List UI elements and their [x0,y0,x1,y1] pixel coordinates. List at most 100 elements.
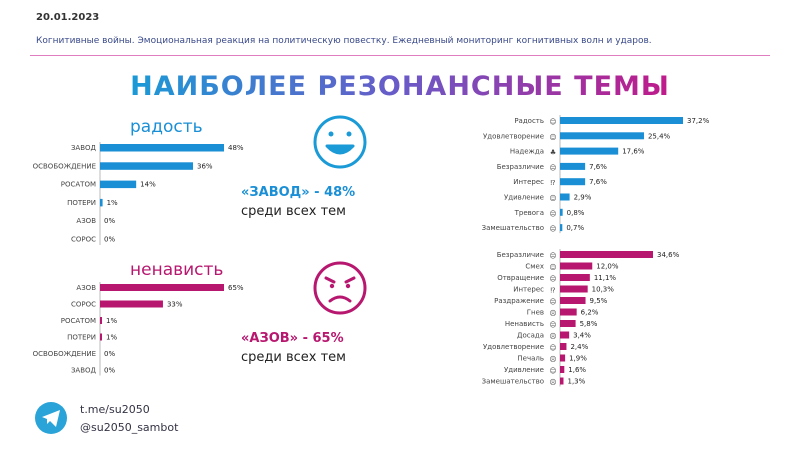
bar [560,178,586,186]
category-label: Раздражение [494,297,544,305]
value-label: 2,4% [570,343,588,351]
emotion-icon: ⁉ [550,179,555,187]
value-label: 0% [104,236,115,244]
emotion-icon: ☹ [549,210,556,218]
footer-bot-link[interactable]: @su2050_sambot [80,421,179,434]
bar-chart-2: АЗОВ 65% СОРОС 33% РОСАТОМ 1% ПОТЕРИ 1% ОСВОБОЖД… [33,282,244,376]
bar [100,317,102,324]
footer-channel-link[interactable]: t.me/su2050 [80,403,150,416]
bar-chart-3: Радость ☺ 37,2% Удовлетворение ☺ 25,4% Надежда… [482,115,710,234]
emotion-icon: ☹ [549,275,556,283]
category-label: Замешательство [482,224,544,232]
joy-stat: «ЗАВОД» - 48% среди всех тем [241,183,355,221]
category-label: СОРОС [71,236,96,244]
category-label: Интерес [513,178,544,186]
bar [560,343,567,350]
value-label: 1% [107,199,118,207]
joy-section-title: радость [130,117,203,137]
category-label: АЗОВ [76,217,96,225]
emotion-icon: ☹ [549,333,556,341]
value-label: 17,6% [622,148,645,156]
category-label: ПОТЕРИ [67,334,96,342]
category-label: Удивление [504,194,544,202]
emotion-icon: ☺ [549,195,556,203]
emotion-icon: ☹ [549,321,556,329]
bar-charts: ЗАВОД 48% ОСВОБОЖДЕНИЕ 36% РОСАТОМ 14% ПОТЕРИ 1… [33,115,710,387]
value-label: 0% [104,367,115,375]
value-label: 12,0% [596,263,619,271]
category-label: Интерес [513,286,544,294]
joy-stat-value: «ЗАВОД» - 48% [241,185,356,200]
emotion-icon: ☹ [549,310,556,318]
bar-chart-4: Безразличие ☹ 34,6% Смех ☺ 12,0% Отвращение ☹ 11… [482,249,680,387]
value-label: 65% [228,284,244,292]
emotion-icon: ☺ [549,133,556,141]
value-label: 1,9% [569,355,587,363]
category-label: СОРОС [71,301,96,309]
category-label: ЗАВОД [71,367,97,375]
bar [560,285,588,293]
category-label: Безразличие [497,251,544,259]
emotion-icon: ☺ [549,344,556,352]
emotion-icon: ♣ [550,149,556,157]
emotion-icon: ☺ [549,264,556,272]
bar [560,117,683,124]
emotion-icon: ☺ [549,367,556,375]
angry-face-icon [313,261,367,315]
category-label: Удовлетворение [483,132,544,140]
category-label: Безразличие [497,163,544,171]
value-label: 0% [104,217,115,225]
category-label: ОСВОБОЖДЕНИЕ [33,162,96,170]
header-divider [30,55,770,56]
telegram-icon [35,402,67,434]
bar [560,224,563,232]
value-label: 1% [106,317,117,325]
emotion-icon: ☹ [549,225,556,233]
value-label: 37,2% [687,117,710,125]
value-label: 0,7% [566,224,584,232]
report-subtitle: Когнитивные войны. Эмоциональная реакция… [36,36,652,46]
bar [560,377,564,385]
value-label: 14% [140,181,156,189]
category-label: РОСАТОМ [61,181,96,189]
value-label: 36% [197,162,213,170]
category-label: Замешательство [482,378,544,386]
emotion-icon: ☹ [549,164,556,172]
value-label: 1% [106,334,117,342]
value-label: 0,8% [567,209,585,217]
value-label: 7,6% [589,163,607,171]
value-label: 2,9% [574,194,592,202]
bar [100,333,102,341]
value-label: 9,5% [590,297,608,305]
category-label: ЗАВОД [71,144,97,152]
value-label: 6,2% [581,309,599,317]
value-label: 0% [104,350,115,358]
value-label: 34,6% [657,251,680,259]
value-label: 10,3% [592,286,615,294]
bar [100,300,163,308]
category-label: Смех [525,263,544,271]
emotion-icon: ☹ [549,252,556,260]
category-label: Досада [517,332,544,340]
bar-chart-1: ЗАВОД 48% ОСВОБОЖДЕНИЕ 36% РОСАТОМ 14% ПОТЕРИ 1… [33,142,244,245]
value-label: 5,8% [580,320,598,328]
emotion-icon: ☹ [549,356,556,364]
hate-section-title: ненависть [130,260,223,280]
bar [560,262,593,270]
bar [560,297,586,304]
bar [560,366,565,373]
category-label: ОСВОБОЖДЕНИЕ [33,350,96,358]
category-label: Радость [514,117,544,125]
bar [560,208,563,216]
joy-stat-text: среди всех тем [241,204,346,219]
emotion-icon: ☹ [549,379,556,387]
bar [560,132,644,140]
category-label: РОСАТОМ [61,317,96,325]
bar [100,180,137,189]
category-label: Ненависть [505,320,544,328]
category-label: Надежда [510,148,544,156]
hate-stat-text: среди всех тем [241,350,346,365]
value-label: 1,6% [568,366,586,374]
value-label: 7,6% [589,178,607,186]
